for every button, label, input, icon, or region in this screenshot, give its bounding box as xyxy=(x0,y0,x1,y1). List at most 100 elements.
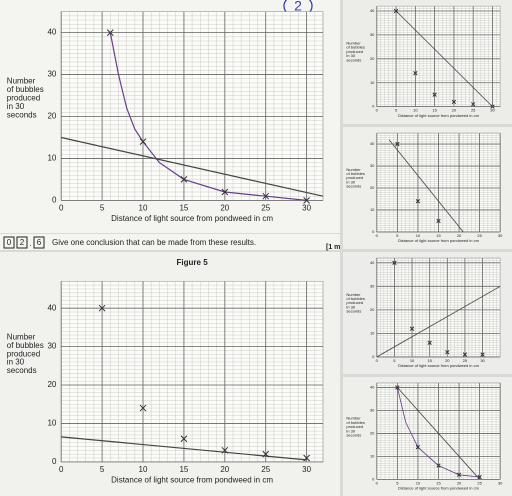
data-point xyxy=(221,446,229,454)
y-axis-label: produced xyxy=(346,49,363,54)
x-tick-label: 10 xyxy=(416,233,421,238)
x-tick-label: 10 xyxy=(410,358,415,363)
y-tick-label: 40 xyxy=(47,303,56,312)
y-tick-label: 0 xyxy=(372,229,375,234)
y-axis-label: Number xyxy=(346,167,361,172)
data-point xyxy=(451,99,457,105)
y-axis-label: of bubbles xyxy=(346,420,364,425)
y-tick-label: 0 xyxy=(372,476,375,481)
y-tick-label: 10 xyxy=(370,207,375,212)
x-tick-label: 20 xyxy=(457,233,462,238)
y-tick-label: 0 xyxy=(372,104,375,109)
y-tick-label: 30 xyxy=(47,342,56,351)
data-point xyxy=(456,472,462,477)
y-tick-label: 30 xyxy=(370,163,375,168)
data-point xyxy=(180,435,188,443)
x-tick-label: 20 xyxy=(445,358,450,363)
y-axis-label: of bubbles xyxy=(7,341,44,350)
x-axis-label: Distance of light source from pondweed i… xyxy=(398,486,480,491)
question-dot: . xyxy=(29,239,31,248)
y-tick-label: 20 xyxy=(47,380,56,389)
x-tick-label: 30 xyxy=(302,203,311,212)
y-axis-label: of bubbles xyxy=(346,45,364,50)
x-tick-label: 20 xyxy=(457,480,462,485)
y-tick-label: 30 xyxy=(370,32,375,37)
y-axis-label: in 30 xyxy=(7,358,25,367)
y-tick-label: 30 xyxy=(370,408,375,413)
x-tick-label: 0 xyxy=(59,465,64,474)
x-tick-label: 15 xyxy=(432,108,437,113)
x-tick-label: 0 xyxy=(376,233,379,238)
y-axis-label: produced xyxy=(346,175,363,180)
y-axis-label: seconds xyxy=(7,366,37,375)
x-tick-label: 30 xyxy=(490,108,495,113)
x-tick-label: 0 xyxy=(59,203,64,212)
data-point xyxy=(415,445,421,450)
x-axis-label: Distance of light source from pondweed i… xyxy=(398,363,480,368)
y-axis-label: of bubbles xyxy=(346,171,364,176)
chart-title: Figure 5 xyxy=(177,258,209,267)
x-tick-label: 25 xyxy=(463,358,468,363)
y-axis-label: Number xyxy=(7,333,36,342)
question-number: 2 xyxy=(20,238,25,247)
x-tick-label: 5 xyxy=(396,480,399,485)
x-tick-label: 30 xyxy=(498,480,503,485)
data-point xyxy=(221,188,229,196)
drawn-line xyxy=(397,387,480,478)
x-tick-label: 15 xyxy=(427,358,432,363)
x-axis-label: Distance of light source from pondweed i… xyxy=(111,475,273,484)
x-tick-label: 0 xyxy=(376,358,379,363)
y-axis-label: seconds xyxy=(346,309,361,314)
y-tick-label: 10 xyxy=(370,453,375,458)
y-tick-label: 0 xyxy=(372,354,375,359)
drawn-line xyxy=(109,32,307,201)
drawn-line xyxy=(61,436,307,461)
data-point xyxy=(477,474,482,480)
data-point xyxy=(139,138,147,146)
y-axis-label: in 30 xyxy=(346,179,355,184)
x-tick-label: 15 xyxy=(179,465,188,474)
x-tick-label: 30 xyxy=(302,465,311,474)
question-number: 0 xyxy=(7,238,12,247)
x-tick-label: 5 xyxy=(100,203,105,212)
data-point xyxy=(490,104,495,109)
y-tick-label: 20 xyxy=(370,307,375,312)
y-axis-label: Number xyxy=(346,416,361,421)
y-tick-label: 20 xyxy=(370,56,375,61)
y-tick-label: 20 xyxy=(47,112,56,121)
drawn-line xyxy=(388,139,464,233)
drawn-line xyxy=(397,387,480,480)
x-tick-label: 0 xyxy=(376,108,379,113)
question-number: 6 xyxy=(37,238,42,247)
x-axis-label: Distance of light source from pondweed i… xyxy=(398,238,480,243)
drawn-line xyxy=(395,10,493,107)
data-point xyxy=(303,454,310,462)
data-point xyxy=(393,8,399,14)
y-tick-label: 30 xyxy=(47,70,56,79)
x-tick-label: 25 xyxy=(261,465,270,474)
data-point xyxy=(427,340,432,345)
data-point xyxy=(413,71,418,76)
y-axis-label: produced xyxy=(346,300,363,305)
data-point xyxy=(445,350,450,355)
y-axis-label: Number xyxy=(346,40,361,45)
x-tick-label: 20 xyxy=(452,108,457,113)
x-tick-label: 15 xyxy=(179,203,188,212)
x-tick-label: 5 xyxy=(395,108,398,113)
x-tick-label: 15 xyxy=(436,233,441,238)
data-point xyxy=(432,92,437,97)
y-tick-label: 40 xyxy=(370,8,375,13)
x-tick-label: 25 xyxy=(477,233,482,238)
drawn-line xyxy=(61,136,324,197)
y-tick-label: 0 xyxy=(52,195,57,204)
y-axis-label: in 30 xyxy=(346,304,355,309)
y-tick-label: 10 xyxy=(370,330,375,335)
data-point xyxy=(409,326,415,331)
y-axis-label: seconds xyxy=(346,433,361,438)
x-axis-label: Distance of light source from pondweed i… xyxy=(111,214,273,223)
x-tick-label: 25 xyxy=(261,203,270,212)
box xyxy=(16,236,28,249)
data-point xyxy=(139,404,147,412)
y-axis-label: produced xyxy=(7,93,40,102)
